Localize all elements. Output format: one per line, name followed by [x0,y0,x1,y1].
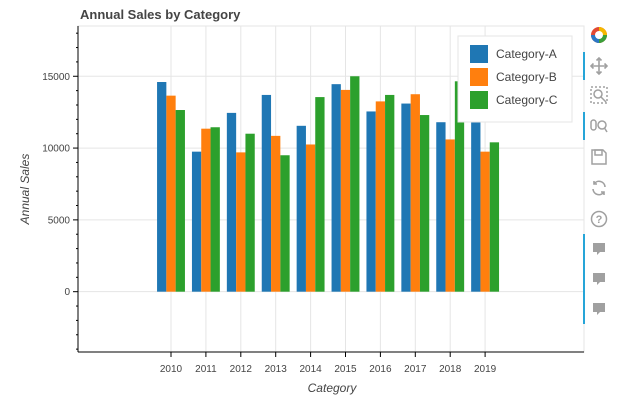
bar-category-a-2018 [436,122,446,292]
x-tick-label: 2018 [439,364,462,375]
y-axis: 0 5000 10000 15000 [42,26,79,352]
bar-category-b-2016 [375,101,386,292]
hover-icon[interactable] [588,238,610,260]
x-tick-label: 2013 [265,364,288,375]
bar-category-a-2010 [157,82,167,292]
hover-icon[interactable] [588,268,610,290]
bar-category-c-2012 [245,133,255,292]
y-axis-label: Annual Sales [18,154,32,226]
bar-category-c-2015 [350,76,360,292]
bar-category-b-2011 [201,128,211,292]
x-axis-label: Category [308,381,358,395]
reset-icon[interactable] [588,177,610,199]
bar-category-a-2016 [366,111,376,292]
legend-label-category-c: Category-C [496,93,558,107]
hover-active-indicator [583,234,585,324]
bar-category-a-2017 [401,103,411,292]
bar-category-c-2011 [210,127,220,292]
wheel-zoom-icon[interactable] [588,115,610,137]
x-tick-label: 2012 [230,364,253,375]
bar-category-c-2019 [489,142,500,292]
bar-category-b-2015 [340,89,351,292]
pan-icon[interactable] [588,55,610,77]
bar-category-a-2019 [471,121,481,292]
bar-category-b-2019 [480,151,490,292]
chart-title: Annual Sales by Category [80,7,241,22]
bar-category-a-2014 [296,125,306,292]
bar-category-c-2017 [419,115,430,292]
toolbar: ? [582,22,622,332]
x-tick-label: 2016 [369,364,392,375]
x-tick-label: 2019 [474,364,497,375]
legend-label-category-a: Category-A [496,47,557,61]
bar-category-c-2016 [385,94,395,292]
bar-category-a-2012 [226,112,237,292]
svg-text:?: ? [596,214,603,226]
bar-category-a-2013 [261,94,272,292]
legend[interactable]: Category-A Category-B Category-C [457,35,573,123]
hover-icon[interactable] [588,298,610,320]
bar-category-b-2014 [305,144,316,292]
bar-category-b-2017 [410,94,420,292]
legend-label-category-b: Category-B [496,70,557,84]
bar-category-b-2013 [271,135,281,292]
y-tick-label: 0 [64,287,70,298]
y-tick-label: 10000 [42,144,70,155]
legend-swatch-category-a [470,45,488,63]
x-tick-label: 2015 [334,364,357,375]
y-tick-label: 15000 [42,72,70,83]
x-tick-label: 2017 [404,364,427,375]
bar-category-a-2011 [191,151,202,292]
bar-category-c-2013 [280,155,290,292]
x-axis: 2010 2011 2012 2013 2014 2015 2016 2017 2018 2019 [78,351,584,375]
bar-category-b-2018 [445,139,455,292]
y-tick-label: 5000 [48,215,71,226]
legend-swatch-category-b [470,68,488,86]
help-icon[interactable]: ? [588,208,610,230]
x-tick-label: 2011 [195,364,217,375]
bar-category-c-2014 [315,97,325,292]
bar-category-b-2012 [236,152,246,292]
bars [157,76,500,292]
box-zoom-icon[interactable] [588,84,610,106]
bar-category-a-2015 [331,84,341,292]
bokeh-logo-icon[interactable] [588,24,610,46]
bar-category-b-2010 [166,95,176,292]
bar-category-c-2010 [175,110,185,292]
wheel-zoom-active-indicator [583,112,585,140]
save-icon[interactable] [588,146,610,168]
x-tick-label: 2014 [299,364,322,375]
pan-active-indicator [583,52,585,80]
x-tick-label: 2010 [160,364,183,375]
bar-category-c-2018 [454,81,465,292]
legend-swatch-category-c [470,91,488,109]
